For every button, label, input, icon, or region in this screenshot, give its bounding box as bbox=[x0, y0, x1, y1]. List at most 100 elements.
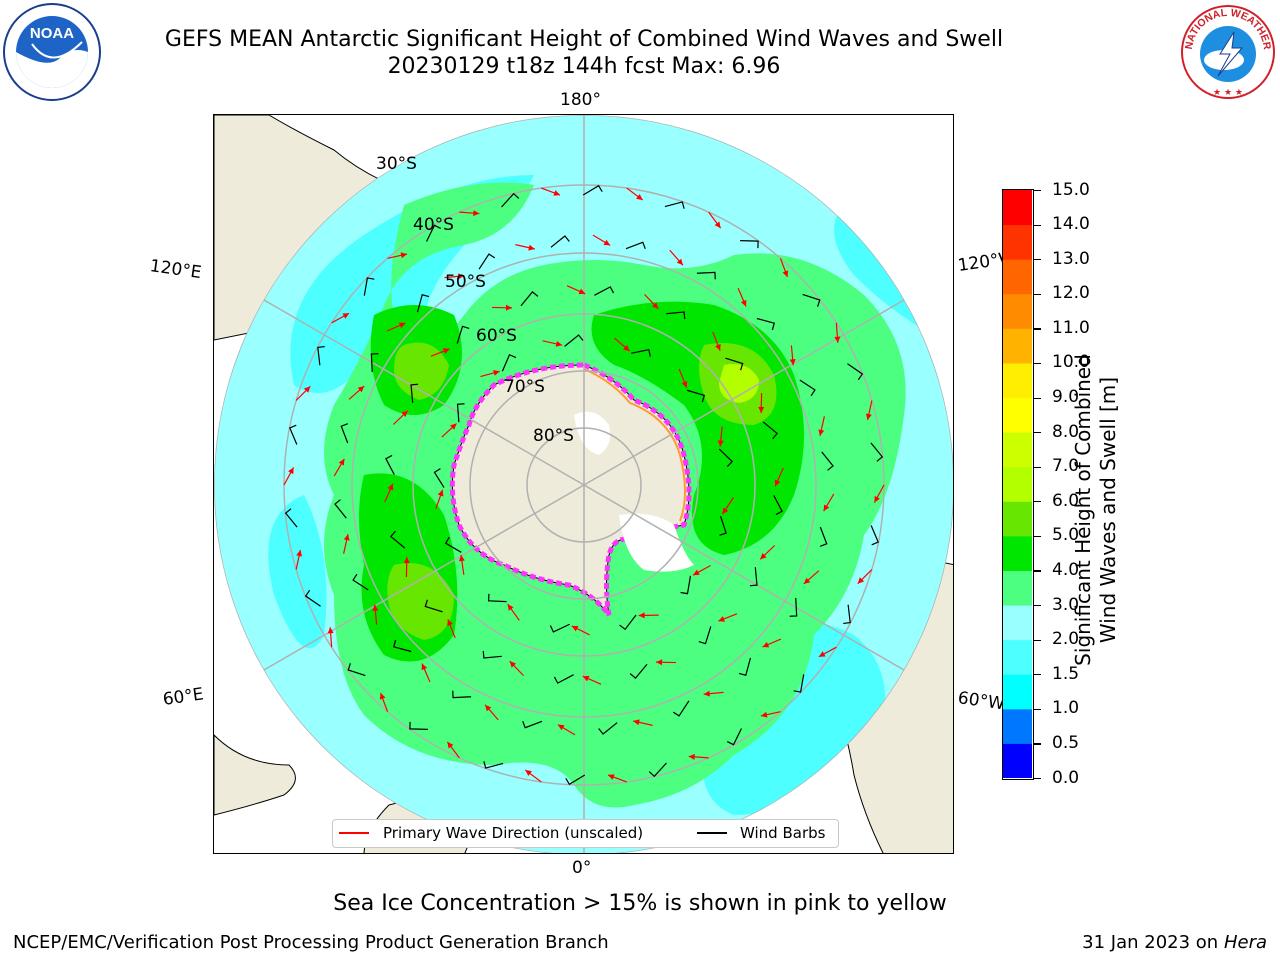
wind-barb bbox=[482, 650, 502, 659]
wave-arrow-head bbox=[507, 604, 514, 611]
lon-label-60e: 60°E bbox=[161, 684, 205, 710]
barb-legend-label: Wind Barbs bbox=[740, 824, 826, 842]
wind-barb bbox=[696, 271, 716, 280]
wind-barb bbox=[334, 499, 347, 519]
wind-barb bbox=[582, 184, 603, 196]
colorbar-segment bbox=[1003, 362, 1032, 399]
lat-label-60s: 60°S bbox=[476, 326, 517, 346]
colorbar bbox=[1002, 189, 1034, 780]
wave-arrow-head bbox=[372, 604, 379, 611]
wind-barb bbox=[598, 722, 618, 735]
noaa-logo-icon: NOAA bbox=[2, 2, 102, 102]
wave-arrow-head bbox=[571, 625, 579, 632]
colorbar-tick-mark bbox=[1034, 466, 1041, 468]
wind-barb bbox=[843, 604, 851, 625]
colorbar-tick-label: 6.0 bbox=[1052, 490, 1080, 511]
colorbar-tick-label: 9.0 bbox=[1052, 387, 1080, 408]
wave-legend-label: Primary Wave Direction (unscaled) bbox=[383, 824, 644, 842]
wave-arrow-head bbox=[303, 386, 311, 393]
wave-arrow-head bbox=[458, 273, 465, 280]
wave-arrow-head bbox=[636, 194, 643, 201]
wave-arrow-head bbox=[623, 344, 630, 352]
wave-arrow-head bbox=[722, 507, 729, 515]
wind-barb bbox=[352, 573, 369, 591]
wave-arrow-head bbox=[342, 313, 350, 319]
wave-arrow-head bbox=[760, 553, 767, 560]
wave-arrow-head bbox=[338, 458, 345, 466]
lon-label-0: 0° bbox=[572, 858, 592, 878]
wave-arrow-head bbox=[582, 675, 590, 682]
wind-barb bbox=[631, 349, 651, 357]
ice-shelf bbox=[619, 513, 694, 572]
wind-barb bbox=[487, 593, 507, 603]
colorbar-segment bbox=[1003, 535, 1032, 571]
colorbar-title: Significant Height of Combined Wind Wave… bbox=[1071, 310, 1121, 710]
wind-barb bbox=[347, 663, 366, 677]
wave-arrow-head bbox=[421, 663, 428, 671]
colorbar-tick-mark bbox=[1034, 639, 1041, 641]
wave-arrow-head bbox=[818, 429, 825, 436]
wind-barb bbox=[625, 241, 646, 250]
wave-arrow-head bbox=[400, 252, 408, 259]
wave-arrow-head bbox=[633, 719, 640, 726]
colorbar-segment bbox=[1003, 190, 1032, 226]
wave-arrow-head bbox=[760, 711, 768, 718]
wave-arrow-head bbox=[387, 483, 394, 491]
colorbar-segment bbox=[1003, 674, 1032, 710]
lon-label-60w: 60°W bbox=[956, 688, 1005, 715]
wind-barb bbox=[793, 674, 805, 693]
colorbar-tick-mark bbox=[1034, 570, 1041, 572]
footer-date: 31 Jan 2023 on Hera bbox=[1082, 932, 1267, 953]
colorbar-tick-mark bbox=[1034, 432, 1041, 434]
wave-arrow-head bbox=[717, 440, 724, 447]
wave-arrow-head bbox=[603, 239, 611, 246]
wave-arrow-head bbox=[857, 577, 865, 584]
wind-barb bbox=[456, 403, 465, 423]
colorbar-tick-mark bbox=[1034, 293, 1041, 295]
wind-barb bbox=[478, 253, 496, 270]
wave-arrow-head bbox=[525, 769, 532, 776]
colorbar-tick-label: 3.0 bbox=[1052, 594, 1080, 615]
wind-barb bbox=[565, 774, 586, 786]
wave-arrow-head bbox=[296, 549, 303, 557]
wind-barb bbox=[740, 239, 759, 249]
wind-barb bbox=[410, 383, 419, 403]
map-panel: 30°S 40°S 50°S 60°S 70°S 80°S Primary Wa… bbox=[213, 114, 954, 854]
wave-arrow-head bbox=[473, 210, 480, 217]
wave-arrow-head bbox=[874, 495, 880, 503]
colorbar-tick-mark bbox=[1034, 535, 1041, 538]
colorbar-tick-label: 1.0 bbox=[1052, 698, 1080, 719]
wave-arrow-head bbox=[638, 612, 645, 619]
lat-label-30s: 30°S bbox=[376, 154, 417, 174]
wave-arrow-head bbox=[528, 244, 535, 251]
colorbar-segment bbox=[1003, 639, 1032, 675]
wave-arrow-head bbox=[447, 741, 454, 749]
wave-arrow-head bbox=[607, 774, 615, 780]
wave-arrow-head bbox=[288, 467, 294, 475]
colorbar-tick-label: 14.0 bbox=[1052, 214, 1090, 235]
lon-label-180: 180° bbox=[560, 90, 601, 110]
wind-barb bbox=[456, 325, 470, 344]
wave-arrow-head bbox=[509, 661, 516, 668]
wave-arrow-head bbox=[715, 343, 721, 351]
wind-barb bbox=[672, 700, 690, 717]
wave-arrow-head bbox=[740, 299, 747, 307]
wave-arrow-head bbox=[789, 359, 796, 366]
wave-arrow-head bbox=[762, 641, 770, 648]
wind-barb bbox=[363, 277, 375, 296]
colorbar-tick-mark bbox=[1034, 190, 1041, 192]
wave-arrow-head bbox=[652, 302, 659, 309]
colorbar-tick-label: 0.5 bbox=[1052, 732, 1080, 753]
sea-ice-caption: Sea Ice Concentration > 15% is shown in … bbox=[333, 891, 947, 916]
colorbar-tick-mark bbox=[1034, 674, 1041, 676]
wind-barb bbox=[564, 334, 584, 347]
chart-subtitle: 20230129 t18z 144h fcst Max: 6.96 bbox=[387, 54, 781, 79]
wind-barb bbox=[340, 423, 349, 444]
ice-shelf bbox=[574, 411, 611, 455]
colorbar-segment bbox=[1003, 328, 1032, 364]
wave-arrow-head bbox=[505, 304, 512, 311]
colorbar-tick-mark bbox=[1034, 362, 1041, 365]
svg-text:★ ★ ★: ★ ★ ★ bbox=[1213, 88, 1243, 98]
wind-barb bbox=[390, 530, 406, 549]
colorbar-tick-label: 11.0 bbox=[1052, 317, 1090, 338]
